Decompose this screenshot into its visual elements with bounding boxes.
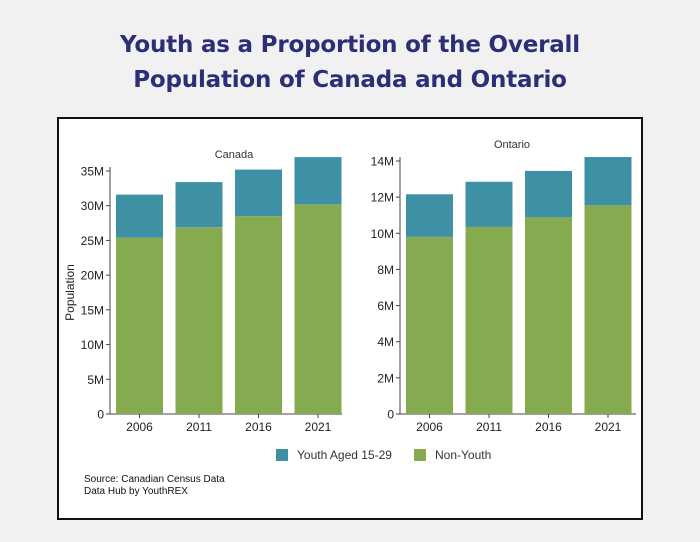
- ontario-bar-youth-aged-15-29-2011: [465, 181, 513, 227]
- ontario-bar-youth-aged-15-29-2016: [525, 170, 572, 218]
- canada-y-tick-label: 35M: [81, 165, 104, 179]
- canada-bar-youth-aged-15-29-2006: [116, 194, 163, 238]
- ontario-bar-non-youth-2021: [584, 205, 632, 414]
- ontario-bar-non-youth-2011: [465, 226, 513, 414]
- source-line-1: Source: Canadian Census Data: [84, 474, 225, 485]
- canada-y-tick-label: 30M: [81, 199, 104, 213]
- canada-x-tick-label: 2021: [305, 420, 332, 434]
- canada-bar-non-youth-2016: [235, 216, 282, 414]
- canada-y-tick-label: 20M: [81, 269, 104, 283]
- ontario-y-tick-label: 10M: [371, 227, 394, 241]
- canada-x-tick-label: 2006: [126, 420, 153, 434]
- canada-y-tick-label: 0: [97, 408, 104, 422]
- ontario-bar-youth-aged-15-29-2006: [406, 194, 453, 237]
- canada-bar-non-youth-2006: [116, 237, 163, 414]
- legend: Youth Aged 15-29 Non-Youth: [276, 448, 513, 462]
- canada-y-tick-label: 10M: [81, 338, 104, 352]
- canada-y-tick-label: 15M: [81, 303, 104, 317]
- ontario-x-tick-label: 2016: [535, 420, 562, 434]
- ontario-bar-non-youth-2016: [525, 217, 572, 414]
- page-title: Youth as a Proportion of the Overall Pop…: [0, 28, 700, 98]
- ontario-bar-non-youth-2006: [406, 236, 453, 414]
- ontario-y-tick-label: 6M: [377, 299, 394, 313]
- canada-bar-non-youth-2021: [294, 204, 342, 414]
- legend-item-youth: Youth Aged 15-29: [276, 448, 392, 462]
- legend-label-non-youth: Non-Youth: [434, 448, 492, 462]
- legend-item-non-youth: Non-Youth: [413, 448, 492, 462]
- canada-bar-non-youth-2011: [175, 227, 223, 414]
- canada-y-label: Population: [63, 264, 77, 321]
- legend-label-youth: Youth Aged 15-29: [297, 448, 392, 462]
- ontario-x-tick-label: 2021: [595, 420, 622, 434]
- canada-chart-title: Canada: [215, 149, 254, 161]
- ontario-y-tick-label: 8M: [377, 263, 394, 277]
- source-note: Source: Canadian Census Data Data Hub by…: [84, 474, 225, 498]
- canada-x-tick-label: 2016: [245, 420, 272, 434]
- ontario-y-tick-label: 12M: [371, 191, 394, 205]
- ontario-x-tick-label: 2011: [476, 420, 502, 434]
- canada-bar-youth-aged-15-29-2021: [294, 157, 342, 205]
- canada-x-tick-label: 2011: [186, 420, 212, 434]
- ontario-y-tick-label: 0: [387, 408, 394, 422]
- ontario-y-tick-label: 14M: [371, 155, 394, 169]
- source-line-2: Data Hub by YouthREX: [84, 486, 188, 497]
- legend-swatch-youth: [276, 449, 288, 461]
- page-title-line-1: Youth as a Proportion of the Overall: [120, 32, 580, 58]
- ontario-chart-title: Ontario: [494, 139, 530, 151]
- canada-bar-youth-aged-15-29-2016: [235, 169, 282, 217]
- ontario-y-tick-label: 4M: [377, 335, 394, 349]
- canada-y-tick-label: 5M: [87, 373, 104, 387]
- page-title-line-2: Population of Canada and Ontario: [133, 67, 567, 93]
- canada-bar-youth-aged-15-29-2011: [175, 182, 223, 228]
- canada-y-tick-label: 25M: [81, 234, 104, 248]
- ontario-y-tick-label: 2M: [377, 371, 394, 385]
- ontario-bar-youth-aged-15-29-2021: [584, 157, 632, 206]
- ontario-x-tick-label: 2006: [416, 420, 443, 434]
- legend-swatch-non-youth: [413, 449, 426, 461]
